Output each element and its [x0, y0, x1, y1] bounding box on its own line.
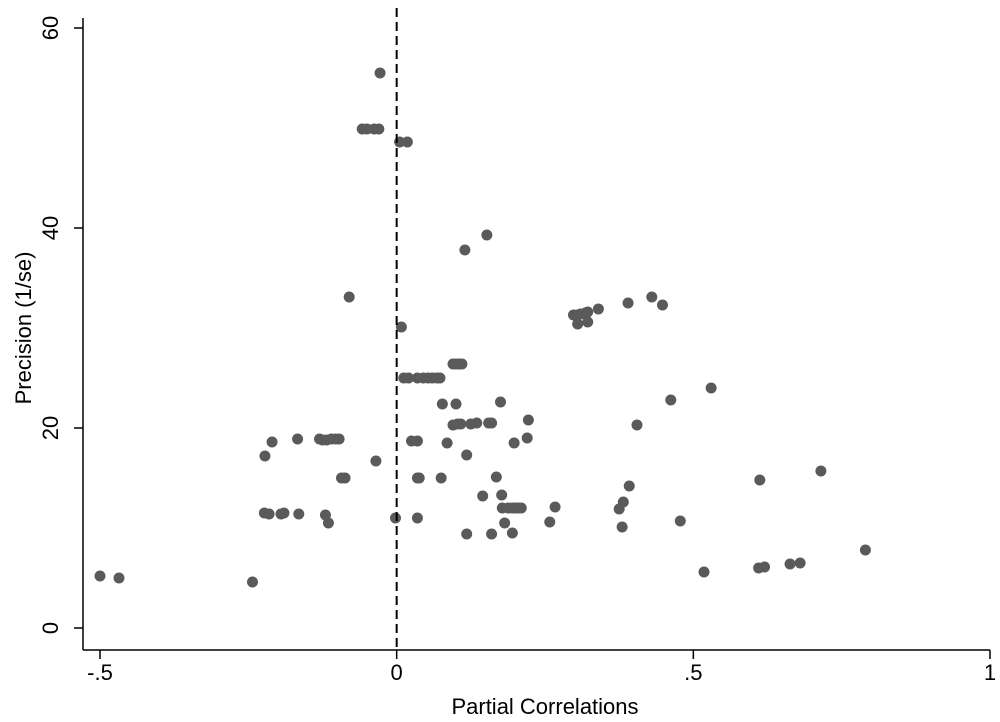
x-tick-label: .5: [684, 660, 702, 685]
x-axis-title: Partial Correlations: [451, 694, 638, 719]
x-tick-label: 1: [984, 660, 996, 685]
data-point: [622, 297, 634, 309]
data-point: [471, 417, 483, 429]
x-tick-label: -.5: [87, 660, 113, 685]
data-point: [403, 372, 415, 384]
data-point: [506, 527, 518, 539]
y-tick-label: 20: [38, 416, 63, 440]
data-point: [496, 489, 508, 501]
data-point: [441, 437, 453, 449]
data-point: [815, 465, 827, 477]
data-point: [486, 528, 498, 540]
data-point: [322, 517, 334, 529]
data-point: [508, 437, 520, 449]
y-axis-title: Precision (1/se): [11, 252, 36, 405]
data-point: [623, 480, 635, 492]
data-point: [616, 521, 628, 533]
data-point: [477, 490, 489, 502]
data-point: [522, 414, 534, 426]
data-point: [435, 472, 447, 484]
data-point: [389, 512, 401, 524]
data-point: [434, 372, 446, 384]
data-point: [343, 291, 355, 303]
data-point: [617, 496, 629, 508]
data-point: [515, 502, 527, 514]
data-point: [263, 508, 275, 520]
data-point: [461, 528, 473, 540]
data-point: [293, 508, 305, 520]
data-point: [411, 435, 423, 447]
data-point: [413, 472, 425, 484]
y-tick-label: 0: [38, 622, 63, 634]
data-point: [572, 318, 584, 330]
data-point: [859, 544, 871, 556]
data-point: [794, 557, 806, 569]
data-point: [784, 558, 796, 570]
data-point: [582, 306, 594, 318]
data-point: [373, 123, 385, 135]
data-point: [481, 229, 493, 241]
data-point: [411, 512, 423, 524]
x-ticks: -.5 0 .5 1: [87, 650, 996, 685]
data-point: [401, 136, 413, 148]
data-point: [461, 449, 473, 461]
data-point: [333, 433, 345, 445]
data-point: [698, 566, 710, 578]
data-point: [339, 472, 351, 484]
data-point: [436, 398, 448, 410]
data-point: [631, 419, 643, 431]
data-point: [490, 471, 502, 483]
data-point: [521, 432, 533, 444]
data-point: [266, 436, 278, 448]
data-point: [495, 396, 506, 408]
y-ticks: 0 20 40 60: [38, 16, 83, 634]
x-tick-label: 0: [391, 660, 403, 685]
data-point: [665, 394, 677, 406]
data-point: [486, 417, 498, 429]
data-point: [705, 382, 717, 394]
data-point: [246, 576, 258, 588]
points-layer: [94, 67, 871, 588]
data-point: [759, 561, 771, 573]
data-point: [656, 299, 668, 311]
data-point: [259, 450, 271, 462]
data-point: [592, 303, 604, 315]
data-point: [370, 455, 382, 467]
data-point: [278, 507, 290, 519]
data-point: [549, 501, 561, 513]
data-point: [674, 515, 686, 527]
y-tick-label: 40: [38, 216, 63, 240]
data-point: [459, 244, 471, 256]
y-tick-label: 60: [38, 16, 63, 40]
data-point: [395, 321, 407, 333]
data-point: [292, 433, 304, 445]
data-point: [544, 516, 556, 528]
data-point: [754, 474, 766, 486]
data-point: [456, 358, 468, 370]
data-point: [455, 418, 467, 430]
data-point: [94, 570, 106, 582]
data-point: [582, 316, 594, 328]
data-point: [374, 67, 386, 79]
data-point: [499, 517, 511, 529]
data-point: [113, 572, 125, 584]
data-point: [450, 398, 462, 410]
data-point: [646, 291, 658, 303]
